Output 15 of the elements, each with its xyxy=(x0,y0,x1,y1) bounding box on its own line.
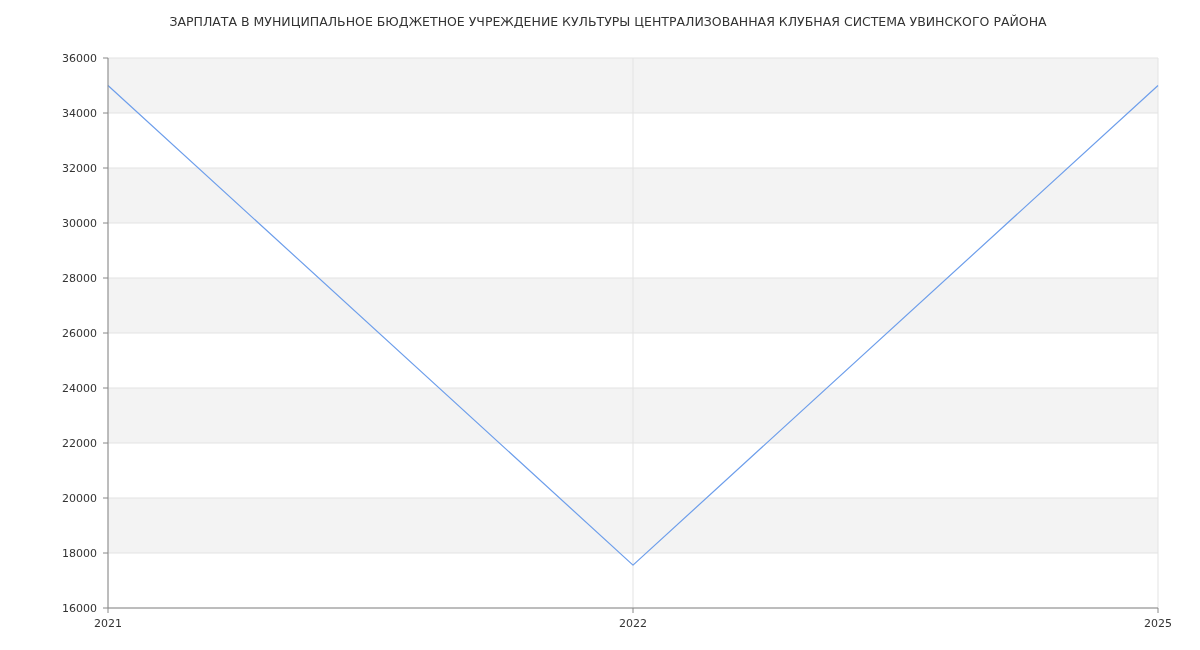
y-tick-label: 22000 xyxy=(62,436,97,450)
y-tick-label: 36000 xyxy=(62,51,97,65)
y-tick-label: 32000 xyxy=(62,161,97,175)
x-tick-label: 2022 xyxy=(619,617,647,630)
y-tick-label: 24000 xyxy=(62,381,97,395)
y-tick-label: 16000 xyxy=(62,601,97,615)
y-tick-label: 20000 xyxy=(62,491,97,505)
y-tick-label: 26000 xyxy=(62,326,97,340)
y-tick-label: 28000 xyxy=(62,271,97,285)
x-tick-label: 2021 xyxy=(94,617,122,630)
y-tick-label: 34000 xyxy=(62,106,97,120)
chart-title: ЗАРПЛАТА В МУНИЦИПАЛЬНОЕ БЮДЖЕТНОЕ УЧРЕЖДЕНИЕ КУЛЬТУРЫ ЦЕНТРАЛИЗОВАННАЯ КЛУБНАЯ СИСТЕМА УВИНСКОГО РАЙОНА xyxy=(169,14,1048,29)
y-tick-label: 18000 xyxy=(62,546,97,560)
x-tick-label: 2025 xyxy=(1144,617,1172,630)
y-tick-label: 30000 xyxy=(62,216,97,230)
